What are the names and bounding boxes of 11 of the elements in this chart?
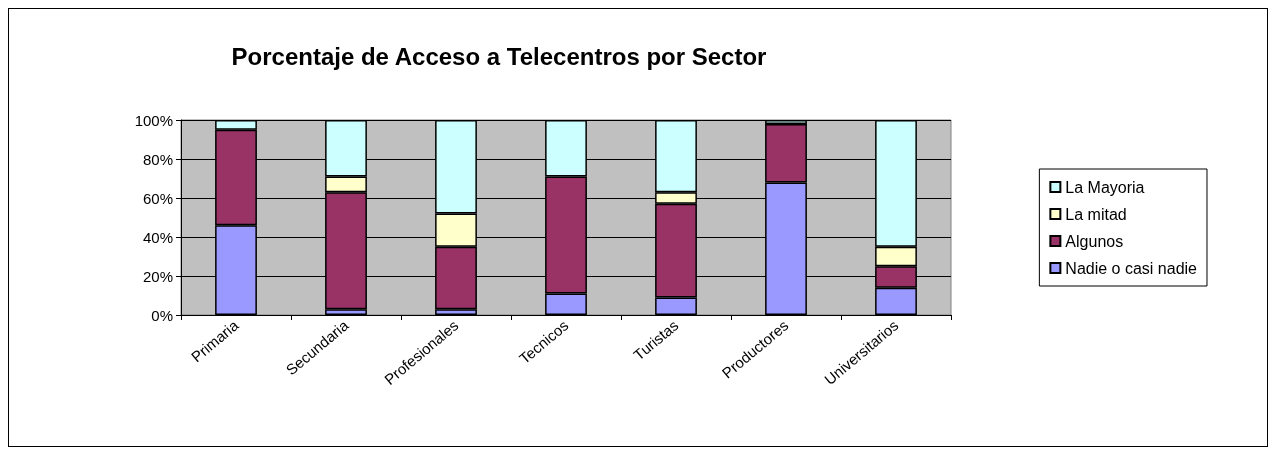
y-tick-label: 60% [142, 189, 173, 207]
legend-label: La mitad [1065, 205, 1127, 223]
chart-title: Porcentaje de Acceso a Telecentros por Sector [231, 42, 767, 70]
legend-label: Nadie o casi nadie [1065, 259, 1198, 277]
y-tick-label: 40% [142, 228, 173, 246]
legend-label: La Mayoria [1065, 178, 1145, 196]
y-tick-label: 0% [151, 306, 173, 324]
y-tick-label: 80% [142, 150, 173, 168]
y-tick-label: 20% [142, 267, 173, 285]
legend-label: Algunos [1065, 232, 1124, 250]
y-tick-label: 100% [134, 111, 173, 129]
